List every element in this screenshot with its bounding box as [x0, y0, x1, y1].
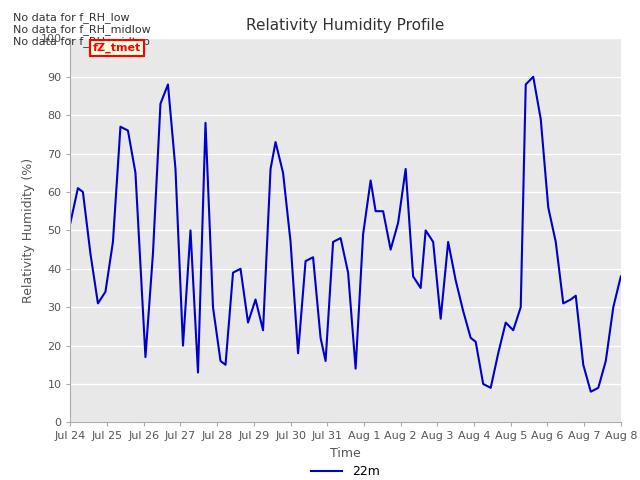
22m [259, 327, 267, 333]
22m [617, 274, 625, 279]
22m [529, 74, 537, 80]
22m [252, 297, 259, 302]
22m [294, 350, 302, 356]
Legend: 22m: 22m [306, 460, 385, 480]
22m [67, 220, 74, 226]
Text: No data for f_RH_low: No data for f_RH_low [13, 12, 129, 23]
Text: No data for f_RH_midtop: No data for f_RH_midtop [13, 36, 150, 47]
22m [372, 208, 380, 214]
Line: 22m: 22m [70, 77, 621, 392]
22m [587, 389, 595, 395]
Text: fZ_tmet: fZ_tmet [93, 43, 141, 53]
Text: No data for f_RH_midlow: No data for f_RH_midlow [13, 24, 150, 35]
22m [309, 254, 317, 260]
X-axis label: Time: Time [330, 447, 361, 460]
Title: Relativity Humidity Profile: Relativity Humidity Profile [246, 18, 445, 33]
Y-axis label: Relativity Humidity (%): Relativity Humidity (%) [22, 158, 35, 303]
22m [179, 343, 187, 348]
